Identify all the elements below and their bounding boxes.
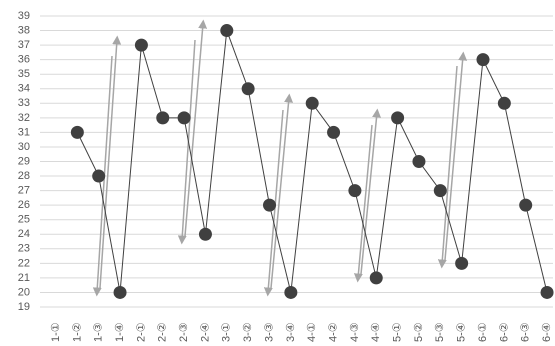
point — [369, 271, 383, 285]
y-tick-label: 19 — [18, 301, 30, 313]
arrow — [99, 35, 122, 289]
y-tick-label: 32 — [18, 112, 30, 124]
point — [113, 285, 127, 299]
x-tick-label: 2-② — [157, 322, 169, 342]
y-tick-label: 24 — [18, 228, 30, 240]
arrows — [92, 19, 468, 297]
point — [198, 227, 212, 241]
x-tick-label: 2-① — [135, 322, 147, 342]
point — [412, 155, 426, 168]
x-tick-label: 5-④ — [456, 322, 468, 342]
x-tick-label: 5-② — [413, 322, 425, 342]
x-tick-label: 6-④ — [541, 322, 553, 342]
y-tick-label: 37 — [18, 39, 30, 51]
x-tick-label: 6-① — [477, 322, 489, 342]
y-tick-label: 34 — [18, 83, 30, 95]
y-tick-label: 30 — [18, 141, 30, 153]
y-tick-label: 23 — [18, 243, 30, 255]
y-tick-label: 38 — [18, 24, 30, 36]
x-tick-label: 4-③ — [349, 322, 361, 342]
x-tick-label: 1-④ — [114, 322, 126, 342]
x-tick-label: 3-④ — [285, 322, 297, 342]
y-tick-label: 26 — [18, 199, 30, 211]
point — [241, 82, 255, 96]
x-tick-label: 2-③ — [178, 322, 190, 342]
point — [92, 169, 106, 183]
arrow — [353, 124, 373, 283]
x-tick-label: 1-③ — [93, 322, 105, 342]
point — [476, 53, 490, 67]
y-tick-label: 39 — [18, 10, 30, 22]
y-tick-label: 33 — [18, 97, 30, 109]
y-tick-label: 35 — [18, 68, 30, 80]
point — [305, 96, 319, 110]
x-tick-label: 4-① — [306, 322, 318, 342]
point — [433, 184, 447, 198]
x-tick-label: 1-② — [71, 322, 83, 342]
grid: 19 20 21 22 23 24 25 26 27 28 29 30 31 32 33 34 35 36 37 38… — [18, 10, 553, 342]
point — [540, 285, 554, 299]
x-tick-label: 1-① — [50, 322, 62, 342]
x-tick-label: 5-③ — [434, 322, 446, 342]
x-tick-label: 2-④ — [199, 322, 211, 342]
x-tick-label: 6-② — [498, 322, 510, 342]
x-tick-label: 5-① — [392, 322, 404, 342]
point — [263, 198, 276, 212]
plot — [70, 24, 554, 299]
point — [220, 24, 234, 38]
arrow — [263, 109, 284, 297]
point — [134, 38, 148, 52]
x-tick-label: 6-③ — [520, 322, 532, 342]
point — [284, 285, 298, 299]
point — [327, 125, 341, 139]
arrow — [444, 51, 468, 261]
arrow — [270, 93, 294, 289]
point — [391, 111, 405, 125]
x-tick-label: 3-③ — [263, 322, 275, 342]
y-tick-label: 31 — [18, 126, 30, 138]
arrow — [437, 65, 458, 269]
point — [177, 111, 191, 125]
x-tick-label: 4-④ — [370, 322, 382, 342]
y-tick-label: 27 — [18, 185, 30, 197]
x-tick-label: 4-② — [327, 322, 339, 342]
y-tick-label: 28 — [18, 170, 30, 182]
x-tick-label: 3-① — [221, 322, 233, 342]
point — [455, 256, 469, 270]
y-tick-label: 25 — [18, 214, 30, 226]
y-tick-label: 29 — [18, 155, 30, 167]
y-tick-label: 20 — [18, 286, 30, 298]
arrow — [360, 108, 382, 275]
y-tick-label: 22 — [18, 257, 30, 269]
point — [519, 198, 533, 212]
x-tick-label: 3-② — [242, 322, 254, 342]
point — [348, 184, 362, 198]
y-tick-label: 36 — [18, 54, 30, 66]
point — [156, 111, 170, 125]
arrow — [184, 19, 208, 237]
y-tick-label: 21 — [18, 272, 30, 284]
point — [497, 96, 511, 110]
point — [70, 125, 84, 139]
